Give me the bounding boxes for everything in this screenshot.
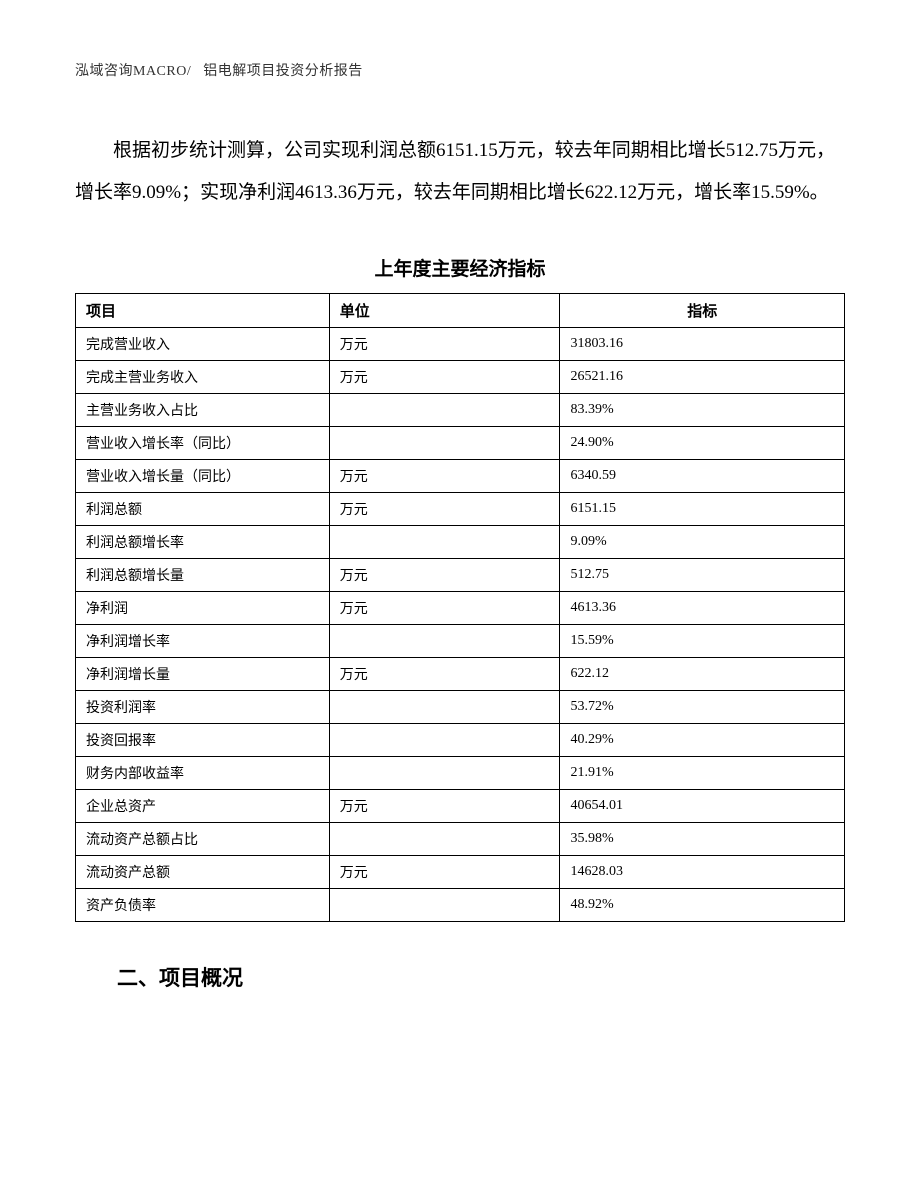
cell-unit: 万元 (329, 591, 560, 624)
cell-item: 完成主营业务收入 (76, 360, 330, 393)
col-header-value: 指标 (560, 293, 845, 327)
cell-value: 40654.01 (560, 789, 845, 822)
cell-value: 512.75 (560, 558, 845, 591)
cell-item: 投资回报率 (76, 723, 330, 756)
cell-unit (329, 624, 560, 657)
cell-item: 净利润增长量 (76, 657, 330, 690)
cell-unit: 万元 (329, 558, 560, 591)
cell-item: 流动资产总额 (76, 855, 330, 888)
cell-value: 35.98% (560, 822, 845, 855)
table-row: 财务内部收益率 21.91% (76, 756, 845, 789)
table-row: 利润总额 万元 6151.15 (76, 492, 845, 525)
cell-unit (329, 723, 560, 756)
table-row: 资产负债率 48.92% (76, 888, 845, 921)
table-row: 完成主营业务收入 万元 26521.16 (76, 360, 845, 393)
cell-item: 资产负债率 (76, 888, 330, 921)
page-header: 泓域咨询MACRO/ 铝电解项目投资分析报告 (75, 60, 845, 80)
table-row: 流动资产总额 万元 14628.03 (76, 855, 845, 888)
table-row: 流动资产总额占比 35.98% (76, 822, 845, 855)
cell-value: 24.90% (560, 426, 845, 459)
cell-item: 营业收入增长量（同比） (76, 459, 330, 492)
table-row: 营业收入增长量（同比） 万元 6340.59 (76, 459, 845, 492)
cell-value: 31803.16 (560, 327, 845, 360)
table-row: 利润总额增长率 9.09% (76, 525, 845, 558)
cell-item: 企业总资产 (76, 789, 330, 822)
cell-unit: 万元 (329, 492, 560, 525)
cell-value: 622.12 (560, 657, 845, 690)
cell-value: 6151.15 (560, 492, 845, 525)
cell-item: 净利润增长率 (76, 624, 330, 657)
table-row: 净利润增长量 万元 622.12 (76, 657, 845, 690)
cell-unit (329, 822, 560, 855)
cell-value: 48.92% (560, 888, 845, 921)
cell-item: 主营业务收入占比 (76, 393, 330, 426)
cell-unit (329, 756, 560, 789)
cell-value: 15.59% (560, 624, 845, 657)
header-company: 泓域咨询MACRO/ (75, 64, 191, 79)
cell-item: 流动资产总额占比 (76, 822, 330, 855)
cell-unit: 万元 (329, 657, 560, 690)
table-row: 投资利润率 53.72% (76, 690, 845, 723)
cell-unit: 万元 (329, 360, 560, 393)
cell-unit (329, 690, 560, 723)
cell-value: 6340.59 (560, 459, 845, 492)
cell-value: 53.72% (560, 690, 845, 723)
col-header-unit: 单位 (329, 293, 560, 327)
table-row: 净利润 万元 4613.36 (76, 591, 845, 624)
cell-unit: 万元 (329, 855, 560, 888)
header-doc-title: 铝电解项目投资分析报告 (203, 64, 363, 79)
cell-unit: 万元 (329, 789, 560, 822)
cell-unit: 万元 (329, 327, 560, 360)
cell-item: 利润总额增长量 (76, 558, 330, 591)
cell-unit (329, 393, 560, 426)
cell-value: 40.29% (560, 723, 845, 756)
cell-item: 利润总额增长率 (76, 525, 330, 558)
cell-value: 26521.16 (560, 360, 845, 393)
summary-paragraph: 根据初步统计测算，公司实现利润总额6151.15万元，较去年同期相比增长512.… (75, 130, 845, 214)
cell-item: 投资利润率 (76, 690, 330, 723)
cell-unit (329, 525, 560, 558)
table-row: 企业总资产 万元 40654.01 (76, 789, 845, 822)
cell-item: 营业收入增长率（同比） (76, 426, 330, 459)
cell-value: 9.09% (560, 525, 845, 558)
table-row: 净利润增长率 15.59% (76, 624, 845, 657)
cell-value: 14628.03 (560, 855, 845, 888)
table-row: 投资回报率 40.29% (76, 723, 845, 756)
cell-value: 83.39% (560, 393, 845, 426)
table-header-row: 项目 单位 指标 (76, 293, 845, 327)
cell-item: 净利润 (76, 591, 330, 624)
cell-unit (329, 888, 560, 921)
table-row: 营业收入增长率（同比） 24.90% (76, 426, 845, 459)
table-row: 完成营业收入 万元 31803.16 (76, 327, 845, 360)
cell-value: 21.91% (560, 756, 845, 789)
section-heading: 二、项目概况 (75, 962, 845, 992)
cell-item: 利润总额 (76, 492, 330, 525)
table-row: 利润总额增长量 万元 512.75 (76, 558, 845, 591)
economic-indicators-table: 项目 单位 指标 完成营业收入 万元 31803.16 完成主营业务收入 万元 … (75, 293, 845, 922)
cell-item: 财务内部收益率 (76, 756, 330, 789)
col-header-item: 项目 (76, 293, 330, 327)
table-title: 上年度主要经济指标 (75, 254, 845, 281)
cell-item: 完成营业收入 (76, 327, 330, 360)
cell-unit (329, 426, 560, 459)
cell-unit: 万元 (329, 459, 560, 492)
table-row: 主营业务收入占比 83.39% (76, 393, 845, 426)
cell-value: 4613.36 (560, 591, 845, 624)
